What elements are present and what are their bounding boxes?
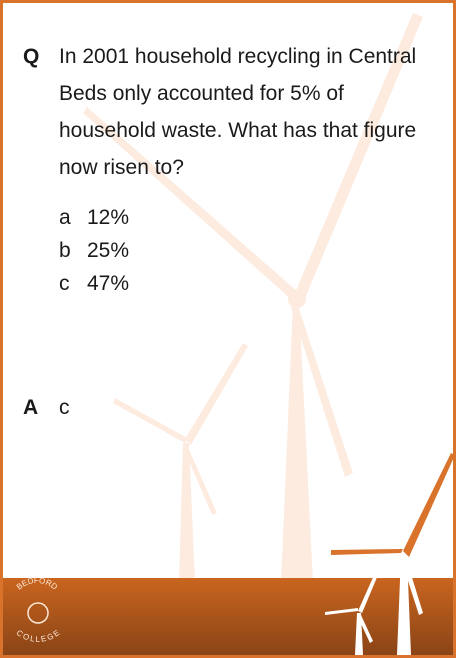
option-letter: c	[59, 267, 87, 300]
answer-label: A	[23, 396, 59, 420]
quiz-card: BEDFORD COLLEGE Q In 2001 household recy…	[0, 0, 456, 658]
option-letter: b	[59, 234, 87, 267]
option-text: 47%	[87, 272, 129, 295]
option-text: 12%	[87, 206, 129, 229]
option-text: 25%	[87, 239, 129, 262]
answer-text: c	[59, 396, 70, 419]
option-letter: a	[59, 201, 87, 234]
question-text: In 2001 household recycling in Central B…	[59, 38, 439, 186]
question-label: Q	[23, 38, 39, 75]
footer-band	[3, 578, 453, 655]
